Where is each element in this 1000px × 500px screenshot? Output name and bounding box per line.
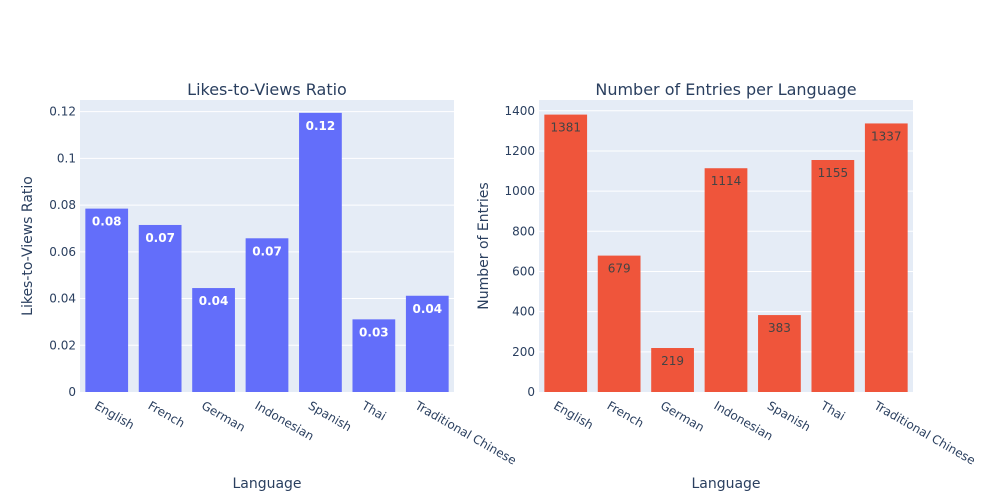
x-axis-title-left: Language xyxy=(232,476,301,492)
bar-value-label: 383 xyxy=(768,321,791,335)
bar-value-label: 1155 xyxy=(818,166,849,180)
bar-value-label: 1381 xyxy=(550,121,581,135)
y-tick-label: 0.06 xyxy=(49,245,76,259)
bar-value-label: 0.04 xyxy=(412,302,442,316)
x-tick-label: German xyxy=(199,398,248,434)
bar-labels-right: 1381 679 219 1114 383 1155 1337 xyxy=(550,121,901,368)
x-tick-label: English xyxy=(92,398,137,432)
bars-left xyxy=(85,112,449,393)
x-tick-label: French xyxy=(605,398,647,430)
bar-spanish xyxy=(299,112,342,393)
y-tick-label: 0 xyxy=(527,385,535,399)
bar-value-label: 679 xyxy=(608,262,631,276)
bar-french xyxy=(597,255,641,392)
bar-value-label: 1114 xyxy=(711,174,742,188)
y-tick-label: 1200 xyxy=(504,144,535,158)
y-tick-label: 1000 xyxy=(504,184,535,198)
subplot-entries-per-language: 1381 679 219 1114 383 1155 1337 0 200 400 600 800 1… xyxy=(476,80,978,492)
x-tick-label: German xyxy=(658,398,707,434)
bar-spanish xyxy=(758,315,801,392)
y-tick-label: 800 xyxy=(512,224,535,238)
x-tick-label: English xyxy=(551,398,596,432)
x-tick-label: Thai xyxy=(358,398,388,423)
bar-value-label: 0.03 xyxy=(359,325,389,339)
x-tick-label: French xyxy=(146,398,188,430)
chart-title-left: Likes-to-Views Ratio xyxy=(187,80,347,99)
bar-traditional-chinese xyxy=(864,123,908,392)
bar-thai xyxy=(811,159,855,392)
bar-german xyxy=(651,348,694,392)
y-tick-label: 0.1 xyxy=(57,151,76,165)
subplot-likes-to-views: 0.080.070.040.070.120.030.04 00.020.040.… xyxy=(20,80,519,492)
y-tick-label: 0.08 xyxy=(49,198,76,212)
y-tick-labels-right: 0 200 400 600 800 1000 1200 1400 xyxy=(504,104,535,399)
bar-indonesian xyxy=(704,168,748,392)
x-axis-title-right: Language xyxy=(691,476,760,492)
x-tick-label: Traditional Chinese xyxy=(412,398,519,468)
bar-thai xyxy=(352,319,396,392)
bar-english xyxy=(544,114,588,392)
y-axis-title-right: Number of Entries xyxy=(476,182,492,309)
bar-french xyxy=(138,224,182,392)
bar-traditional-chinese xyxy=(405,295,449,392)
y-axis-title-left: Likes-to-Views Ratio xyxy=(20,176,36,316)
bar-labels-left: 0.08 0.07 0.04 0.07 0.12 0.03 0.04 xyxy=(92,119,442,340)
bar-english xyxy=(85,208,129,392)
y-tick-label: 600 xyxy=(512,264,535,278)
bar-value-label: 219 xyxy=(661,354,684,368)
y-tick-labels-left: 0 0.02 0.04 0.06 0.08 0.1 0.12 xyxy=(49,105,76,399)
bar-value-label: 0.07 xyxy=(252,244,282,258)
bar-indonesian xyxy=(245,238,289,392)
y-tick-label: 1400 xyxy=(504,104,535,118)
y-tick-label: 0.12 xyxy=(49,105,76,119)
chart-title-right: Number of Entries per Language xyxy=(595,80,856,99)
bar-value-label: 1337 xyxy=(871,129,902,143)
x-tick-label: Thai xyxy=(817,398,847,423)
y-tick-label: 400 xyxy=(512,305,535,319)
y-tick-label: 0 xyxy=(68,385,76,399)
bar-german xyxy=(192,288,235,392)
bar-value-label: 0.04 xyxy=(199,294,229,308)
bar-value-label: 0.07 xyxy=(145,231,175,245)
y-tick-label: 200 xyxy=(512,345,535,359)
bar-value-label: 0.08 xyxy=(92,215,122,229)
x-tick-label: Indonesian xyxy=(253,398,317,443)
bar-value-label: 0.12 xyxy=(306,119,336,133)
x-tick-label: Indonesian xyxy=(712,398,776,443)
y-tick-label: 0.02 xyxy=(49,338,76,352)
y-tick-label: 0.04 xyxy=(49,292,76,306)
bars-right xyxy=(544,114,908,392)
x-tick-label: Traditional Chinese xyxy=(871,398,978,468)
